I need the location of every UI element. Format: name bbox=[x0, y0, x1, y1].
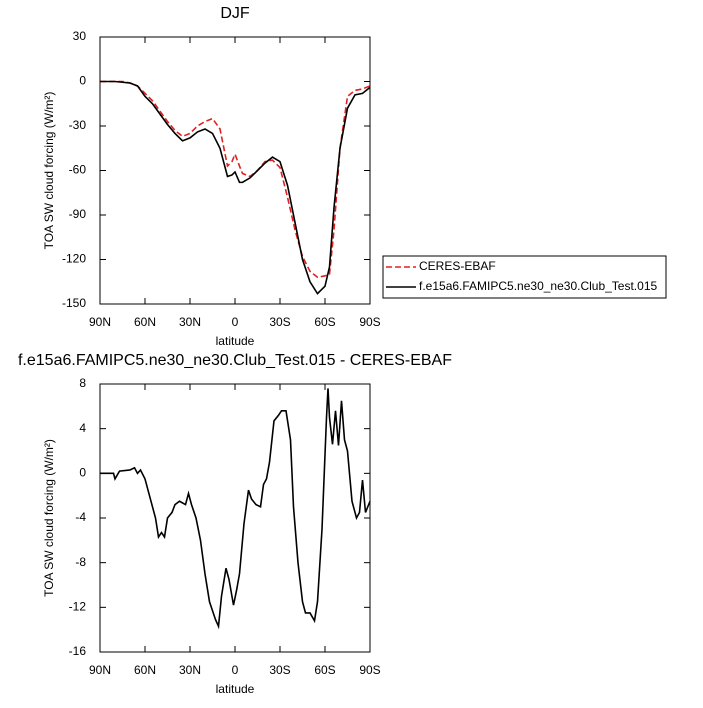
y-tick-label: -60 bbox=[69, 163, 87, 177]
x-axis-label: latitude bbox=[216, 682, 255, 696]
x-tick-label: 60S bbox=[314, 663, 335, 677]
x-tick-label: 30N bbox=[179, 663, 201, 677]
x-tick-label: 60S bbox=[314, 315, 335, 329]
data-line bbox=[100, 80, 371, 279]
x-tick-label: 90N bbox=[89, 315, 111, 329]
x-tick-label: 30S bbox=[269, 315, 290, 329]
y-axis-label: TOA SW cloud forcing (W/m²) bbox=[42, 92, 56, 250]
x-tick-label: 90S bbox=[359, 315, 380, 329]
x-tick-label: 90S bbox=[359, 663, 380, 677]
x-tick-label: 0 bbox=[232, 663, 239, 677]
y-tick-label: -8 bbox=[75, 555, 86, 569]
y-tick-label: 8 bbox=[79, 376, 86, 390]
x-tick-label: 30N bbox=[179, 315, 201, 329]
x-tick-label: 60N bbox=[134, 315, 156, 329]
y-tick-label: 0 bbox=[79, 74, 86, 88]
y-axis-label: TOA SW cloud forcing (W/m²) bbox=[42, 439, 56, 597]
chart-title: f.e15a6.FAMIPC5.ne30_ne30.Club_Test.015 … bbox=[18, 352, 452, 369]
legend-label: f.e15a6.FAMIPC5.ne30_ne30.Club_Test.015 bbox=[419, 279, 657, 293]
y-tick-label: -12 bbox=[69, 600, 87, 614]
y-tick-label: 0 bbox=[79, 466, 86, 480]
y-tick-label: 30 bbox=[73, 29, 87, 43]
data-line bbox=[100, 80, 371, 295]
x-axis-label: latitude bbox=[216, 334, 255, 348]
x-tick-label: 0 bbox=[232, 315, 239, 329]
y-tick-label: 4 bbox=[79, 421, 86, 435]
y-tick-label: -4 bbox=[75, 510, 86, 524]
y-tick-label: -30 bbox=[69, 118, 87, 132]
legend-label: CERES-EBAF bbox=[419, 259, 496, 273]
x-tick-label: 90N bbox=[89, 663, 111, 677]
y-tick-label: -90 bbox=[69, 207, 87, 221]
data-line bbox=[100, 388, 371, 630]
legend-box bbox=[382, 255, 667, 299]
y-tick-label: -120 bbox=[62, 252, 86, 266]
y-tick-label: -150 bbox=[62, 296, 86, 310]
x-tick-label: 30S bbox=[269, 663, 290, 677]
y-tick-label: -16 bbox=[69, 644, 87, 658]
x-tick-label: 60N bbox=[134, 663, 156, 677]
chart-title: DJF bbox=[220, 5, 250, 22]
